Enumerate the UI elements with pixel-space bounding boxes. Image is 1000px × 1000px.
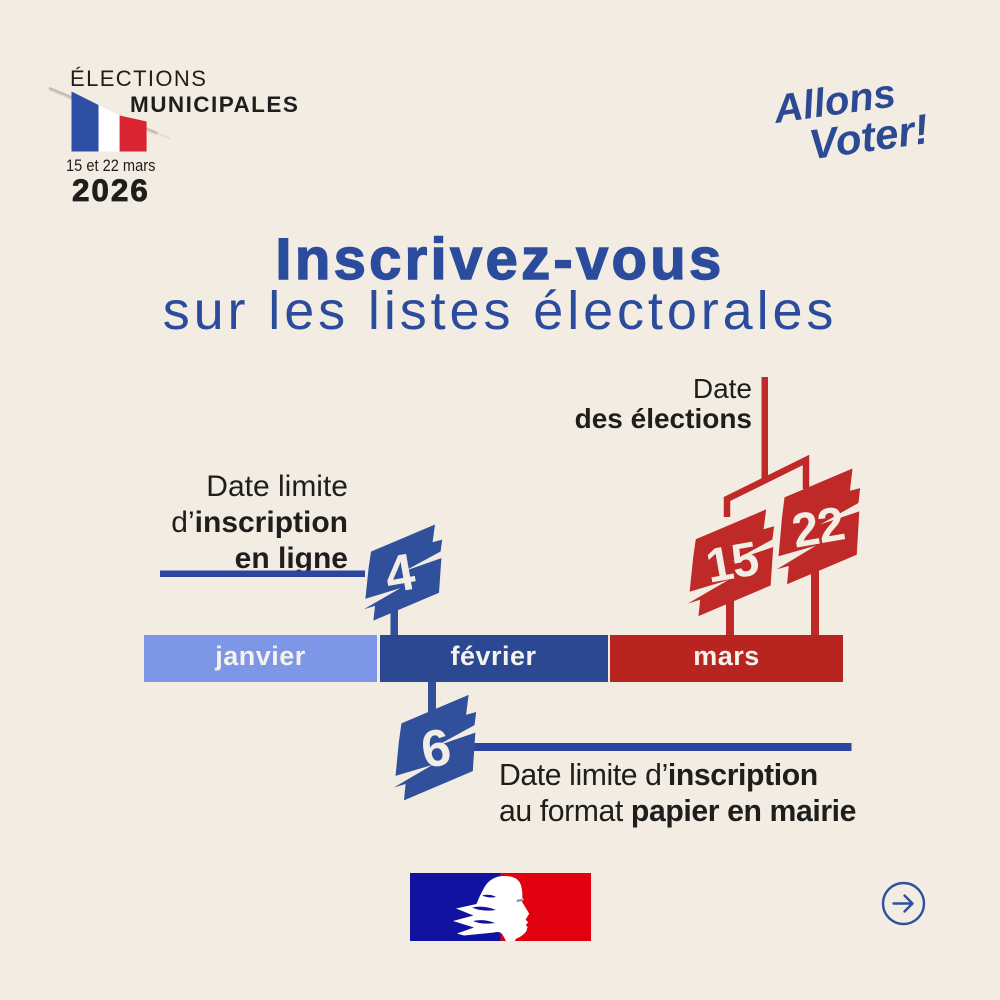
online-deadline-line2-prefix: d’ <box>171 506 195 539</box>
marianne-hair-strand <box>473 920 495 924</box>
online-deadline-connector-line <box>160 570 365 577</box>
flag-15-pole <box>726 600 734 636</box>
marianne-hair-strand <box>482 894 496 898</box>
brand-year: 2026 <box>72 171 150 208</box>
month-bar-fevrier: février <box>379 635 608 682</box>
online-deadline-line1: Date limite <box>206 470 348 503</box>
arrow-right-icon[interactable] <box>881 881 926 926</box>
flag-22-pole <box>811 560 819 636</box>
flag-day-22: 22 <box>788 497 848 559</box>
brand-kicker-elections: ÉLECTIONS <box>70 65 208 91</box>
marianne-eye <box>516 898 523 902</box>
online-deadline-line3: en ligne <box>234 542 348 575</box>
brand-kicker-municipales: MUNICIPALES <box>130 92 300 117</box>
election-dates-label-line1: Date <box>692 373 752 404</box>
paper-deadline-line1: Date limite d’inscription <box>499 758 856 794</box>
marianne-french-republic-logo <box>410 873 591 941</box>
flag-6-shape <box>393 694 477 801</box>
month-bar-mars: mars <box>610 635 843 682</box>
month-label-janvier: janvier <box>215 641 306 671</box>
month-label-mars: mars <box>693 641 760 671</box>
paper-deadline-label: Date limite d’inscription au format papi… <box>499 758 856 830</box>
timeline-bars: janvier février mars <box>144 635 843 682</box>
flag-22-shape <box>776 468 861 585</box>
brand-dates: 15 et 22 mars <box>66 156 156 175</box>
page-title-line1: Inscrivez-vous <box>275 227 725 292</box>
french-flag-ribbon-icon <box>48 86 171 152</box>
paper-deadline-line2: au format papier en mairie <box>499 794 856 830</box>
month-label-fevrier: février <box>450 641 537 671</box>
marianne-hair-strand <box>472 906 496 911</box>
paper-deadline-line2-prefix: au format <box>499 795 631 828</box>
paper-deadline-line2-bold: papier en mairie <box>630 795 857 828</box>
flag-6-pole <box>428 680 436 716</box>
paper-deadline-line1-prefix: Date limite d’ <box>499 759 668 792</box>
election-dates-label-line2: des élections <box>574 403 752 434</box>
flag-day-15: 15 <box>702 532 762 594</box>
flag-4-pole <box>390 600 398 636</box>
paper-deadline-connector-line <box>452 743 852 751</box>
election-dates-bracket-line <box>723 454 810 517</box>
flag-15-shape <box>687 509 775 617</box>
page-title-line2: sur les listes électorales <box>162 281 838 341</box>
online-deadline-line2-bold: inscription <box>194 506 348 539</box>
election-dates-stem-line <box>761 377 768 481</box>
online-deadline-line2: d’inscription <box>0 505 348 541</box>
online-deadline-label: Date limite d’inscription en ligne <box>0 469 348 577</box>
flag-4-shape <box>363 524 443 621</box>
election-dates-label: Date des élections <box>575 374 752 434</box>
month-bar-janvier: janvier <box>144 635 377 682</box>
paper-deadline-line1-bold: inscription <box>667 759 818 792</box>
